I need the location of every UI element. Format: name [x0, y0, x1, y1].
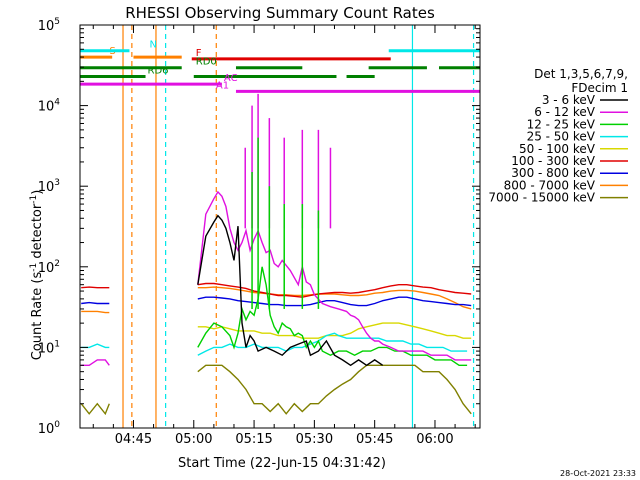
legend-label-0: 3 - 6 keV — [542, 93, 596, 107]
y-tick-label-3: 103 — [38, 178, 60, 195]
x-tick-label-5: 06:00 — [416, 432, 453, 447]
y-axis-label-sup: -1 — [29, 263, 39, 272]
y-axis-label-mid: detector — [30, 203, 45, 263]
x-tick-label-3: 05:30 — [296, 432, 333, 447]
x-axis-label: Start Time (22-Jun-15 04:31:42) — [178, 456, 386, 471]
flag-label-a1: A1 — [216, 80, 229, 91]
flag-label-rd6: RD6 — [148, 65, 169, 76]
legend-label-5: 100 - 300 keV — [511, 154, 595, 168]
legend-label-8: 7000 - 15000 keV — [488, 191, 595, 205]
y-axis-label-prefix: Count Rate (s — [30, 272, 45, 361]
legend-header-decimation: FDecim 1 — [571, 81, 628, 95]
y-ticks: 100 101 102 103 104 105 — [38, 17, 480, 437]
y-axis-label-sup2: -1 — [29, 195, 39, 204]
x-ticks: 04:45 05:00 05:15 05:30 05:45 06:00 — [92, 25, 476, 447]
y-axis-label-suffix: ) — [30, 190, 45, 195]
y-tick-label-2: 102 — [38, 259, 60, 276]
series-line-300-800-kev — [81, 296, 472, 307]
series-line-100-300-kev — [81, 282, 472, 298]
footer-timestamp: 28-Oct-2021 23:33 — [560, 469, 636, 478]
y-tick-label-5: 105 — [38, 17, 60, 34]
legend-label-2: 12 - 25 keV — [527, 117, 596, 131]
legend-label-4: 50 - 100 keV — [519, 142, 596, 156]
legend-label-1: 6 - 12 keV — [534, 105, 596, 119]
y-tick-label-4: 104 — [38, 98, 61, 115]
legend-label-6: 300 - 800 keV — [511, 166, 595, 180]
y-axis-label: Count Rate (s-1 detector-1) — [29, 190, 45, 361]
flag-label-ac: AC — [224, 73, 238, 84]
plot-area: SNFRD0RD6ACA1 — [80, 25, 480, 428]
flag-label-rd0: RD0 — [196, 57, 217, 68]
legend-label-7: 800 - 7000 keV — [504, 178, 596, 192]
y-tick-label-1: 101 — [38, 339, 60, 356]
x-tick-label-0: 04:45 — [115, 432, 152, 447]
plot-frame — [79, 24, 481, 429]
flag-label-n: N — [150, 40, 157, 51]
x-tick-label-1: 05:00 — [175, 432, 212, 447]
series-line-7000-15000-kev — [80, 364, 472, 416]
axis-frame — [79, 24, 481, 429]
series-line-800-7000-kev — [81, 286, 472, 314]
chart-title: RHESSI Observing Summary Count Rates — [125, 4, 435, 22]
flag-label-f: F — [196, 48, 202, 59]
y-tick-label-0: 100 — [38, 420, 61, 437]
x-tick-label-2: 05:15 — [235, 432, 272, 447]
x-tick-label-4: 05:45 — [356, 432, 393, 447]
series-line-3-6-kev — [197, 214, 384, 367]
legend-label-3: 25 - 50 keV — [527, 130, 596, 144]
legend-header-detectors: Det 1,3,5,6,7,9, — [534, 67, 628, 81]
